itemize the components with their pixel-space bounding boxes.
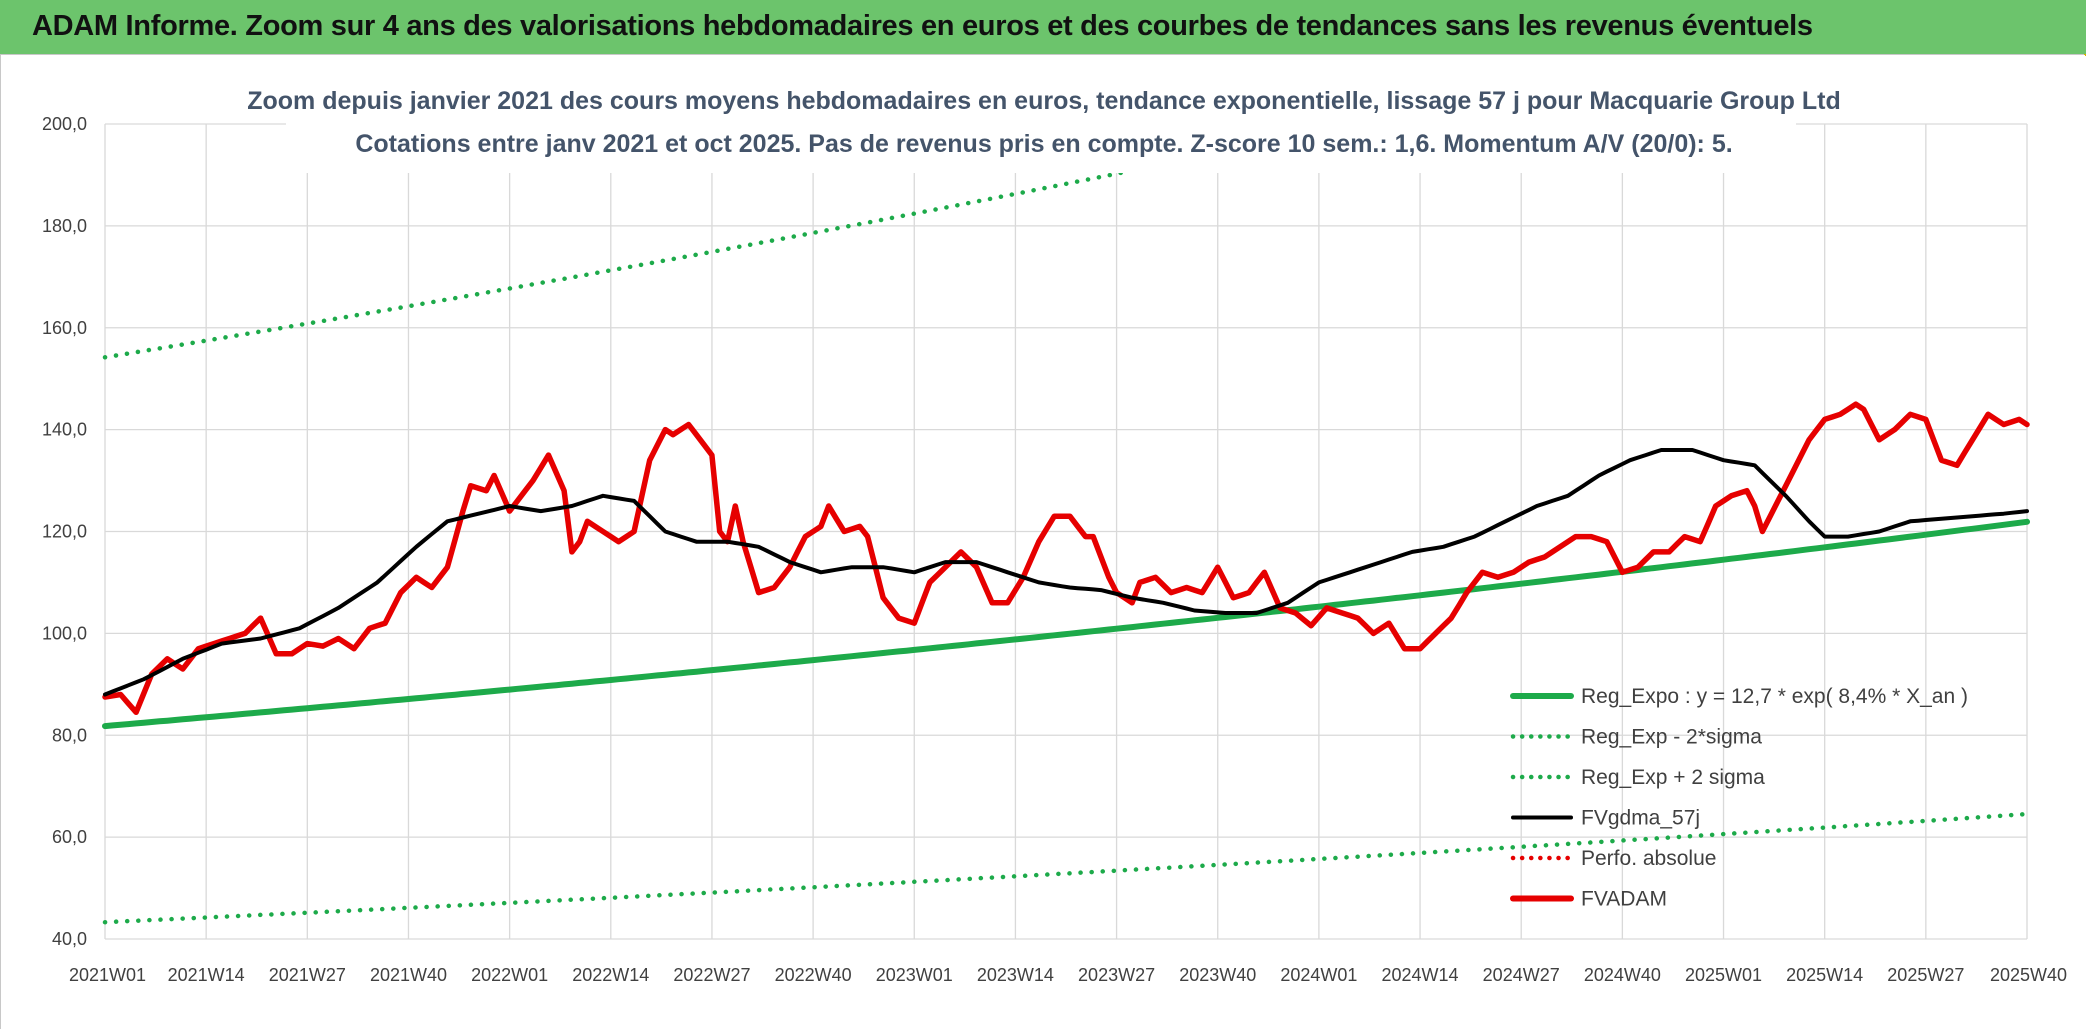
x-tick-label: 2021W27 (269, 965, 346, 985)
legend-label: FVADAM (1581, 888, 1667, 911)
series-3-line (103, 448, 2029, 697)
y-tick-label: 40,0 (52, 929, 87, 949)
x-tick-label: 2021W14 (168, 965, 245, 985)
x-axis-ticks: 2021W01 2021W14 2021W27 2021W40 2022W01 2022W… (69, 965, 2067, 985)
x-tick-label: 2024W01 (1280, 965, 1357, 985)
plot-background (1, 55, 2085, 1030)
y-axis-ticks: 40,0 60,0 80,0 100,0 120,0 140,0 160,0 180,0 200… (42, 114, 87, 949)
x-tick-label: 2025W27 (1887, 965, 1964, 985)
x-tick-label: 2022W40 (775, 965, 852, 985)
x-tick-label: 2022W01 (471, 965, 548, 985)
series-5-line (102, 401, 2030, 716)
x-tick-label: 2024W27 (1483, 965, 1560, 985)
legend-label: Reg_Exp + 2 sigma (1581, 766, 1765, 789)
x-tick-label: 2021W40 (370, 965, 447, 985)
y-tick-label: 100,0 (42, 623, 87, 643)
chart-frame: 40,0 60,0 80,0 100,0 120,0 140,0 160,0 180,0 200… (0, 54, 2085, 1030)
chart-subtitle: Cotations entre janv 2021 et oct 2025. P… (355, 130, 1732, 158)
y-tick-label: 200,0 (42, 114, 87, 134)
series-0-line (102, 518, 2030, 730)
x-tick-label: 2023W40 (1179, 965, 1256, 985)
x-tick-label: 2024W40 (1584, 965, 1661, 985)
x-tick-label: 2023W01 (876, 965, 953, 985)
legend: Reg_Expo : y = 12,7 * exp( 8,4% * X_an )… (1510, 685, 1968, 911)
x-tick-label: 2025W40 (1990, 965, 2067, 985)
legend-label: Reg_Exp - 2*sigma (1581, 726, 1762, 749)
legend-label: FVgdma_57j (1581, 807, 1700, 830)
x-tick-label: 2022W27 (673, 965, 750, 985)
y-tick-label: 60,0 (52, 827, 87, 847)
x-tick-label: 2021W01 (69, 965, 146, 985)
vertical-gridlines (104, 124, 2028, 939)
y-tick-label: 120,0 (42, 522, 87, 542)
x-tick-label: 2025W14 (1786, 965, 1863, 985)
y-tick-label: 140,0 (42, 420, 87, 440)
legend-label: Perfo. absolue (1581, 847, 1716, 870)
series-1-line (102, 811, 2030, 925)
price-chart: 40,0 60,0 80,0 100,0 120,0 140,0 160,0 180,0 200… (1, 55, 2085, 1030)
x-tick-label: 2023W27 (1078, 965, 1155, 985)
chart-title-block: Zoom depuis janvier 2021 des cours moyen… (247, 77, 1841, 173)
x-tick-label: 2024W14 (1382, 965, 1459, 985)
report-banner: ADAM Informe. Zoom sur 4 ans des valoris… (0, 0, 2086, 56)
y-tick-label: 80,0 (52, 725, 87, 745)
chart-title: Zoom depuis janvier 2021 des cours moyen… (247, 87, 1841, 115)
x-tick-label: 2023W14 (977, 965, 1054, 985)
y-tick-label: 160,0 (42, 318, 87, 338)
report-title: ADAM Informe. Zoom sur 4 ans des valoris… (32, 10, 1813, 42)
x-tick-label: 2022W14 (572, 965, 649, 985)
x-tick-label: 2025W01 (1685, 965, 1762, 985)
legend-label: Reg_Expo : y = 12,7 * exp( 8,4% * X_an ) (1581, 685, 1968, 708)
y-tick-label: 180,0 (42, 216, 87, 236)
title-background (286, 77, 1796, 173)
